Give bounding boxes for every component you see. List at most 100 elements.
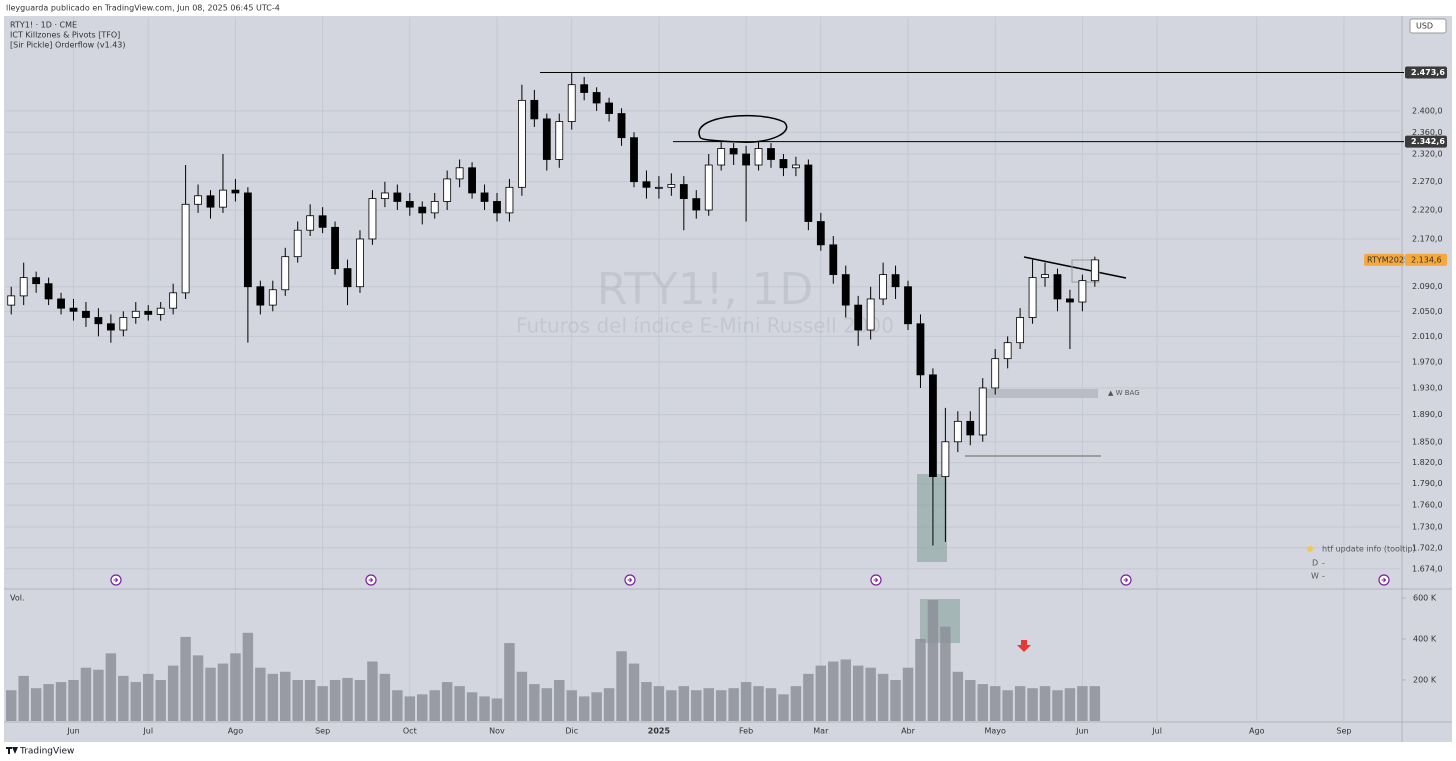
volume-bar <box>828 661 839 721</box>
volume-bar <box>566 690 577 721</box>
indicator: ICT Killzones & Pivots [TFO] <box>10 31 120 40</box>
candle-body <box>530 99 539 120</box>
volume-bar <box>815 665 827 721</box>
candle-body <box>866 298 875 331</box>
candle-body <box>156 307 165 315</box>
x-tick-label: Ago <box>1249 727 1265 736</box>
volume-bar <box>342 677 353 721</box>
candle-body <box>293 229 302 258</box>
x-tick-label: Sep <box>315 727 330 736</box>
footer[interactable]: TradingView <box>19 747 74 757</box>
volume-bar <box>441 682 453 721</box>
candle-body <box>505 186 514 214</box>
candle-body <box>879 274 888 300</box>
volume-bar <box>778 694 789 721</box>
level-label: 2.342,6 <box>1411 137 1445 146</box>
volume-bar <box>578 696 590 721</box>
volume-bar <box>691 690 702 721</box>
candle-body <box>405 201 414 208</box>
legend-key: D <box>1312 559 1318 568</box>
volume-bar <box>130 682 142 721</box>
volume-bar <box>118 675 129 721</box>
volume-bar <box>728 688 739 721</box>
candle-body <box>368 198 377 240</box>
candle-body <box>941 441 950 478</box>
candle-body <box>281 256 290 291</box>
x-tick-label: Mar <box>813 727 829 736</box>
volume-bar <box>1002 690 1013 721</box>
volume-bar <box>192 655 204 721</box>
candle-body <box>331 226 339 270</box>
candle-body <box>829 244 838 276</box>
candle-body <box>891 274 900 288</box>
volume-bar <box>554 679 565 721</box>
volume-bar <box>504 643 515 721</box>
y-tick-label: 1.760,0 <box>1412 501 1443 510</box>
session-icons <box>110 574 1390 586</box>
volume-bar <box>740 682 752 721</box>
legend-key: W <box>1311 572 1319 581</box>
candle-body <box>704 164 713 211</box>
w-bag-zone <box>985 389 1098 398</box>
volume-bar <box>890 679 901 721</box>
volume-bar <box>603 688 615 721</box>
candle-body <box>555 121 564 160</box>
candle-body <box>854 304 863 331</box>
candle-body <box>904 286 912 325</box>
volume-bar <box>255 667 266 721</box>
candle-body <box>119 317 128 331</box>
candle-body <box>430 201 439 214</box>
symbol-line: RTY1! · 1D · CME <box>10 21 77 30</box>
candle-body <box>779 159 788 169</box>
candle-body <box>106 323 115 331</box>
volume-bar <box>1039 686 1051 721</box>
volume-bar <box>865 667 876 721</box>
candle-body <box>642 181 651 188</box>
x-tick-label: Feb <box>739 727 753 736</box>
session-icon-arrow <box>627 577 633 583</box>
volume-bar <box>1089 686 1101 721</box>
volume-bar <box>429 690 440 721</box>
volume-bar <box>852 665 864 721</box>
volume-bar <box>30 688 42 721</box>
candle-body <box>1016 317 1025 344</box>
candle-body <box>754 148 763 166</box>
volume-bar <box>516 671 528 721</box>
candle-body <box>742 153 750 166</box>
volume-bar <box>379 673 391 721</box>
volume-bar <box>529 684 540 721</box>
candle-body <box>480 192 489 202</box>
volume-bar <box>927 599 939 721</box>
y-tick-label: 1.930,0 <box>1412 383 1443 392</box>
session-icon-arrow <box>1381 577 1387 583</box>
candle-body <box>816 221 825 246</box>
volume-bar <box>155 679 166 721</box>
currency-box[interactable] <box>1409 18 1447 34</box>
volume-bar <box>715 690 727 721</box>
session-icon-arrow <box>1123 577 1129 583</box>
candle-body <box>1041 274 1049 279</box>
x-tick-label: Jul <box>1151 727 1162 736</box>
candle-body <box>94 317 103 325</box>
candle-body <box>966 420 975 436</box>
volume-bar <box>93 669 104 721</box>
volume-bar <box>678 686 690 721</box>
volume-bar <box>1077 686 1088 721</box>
currency[interactable]: USD <box>1416 22 1433 31</box>
y-tick-label: 1.850,0 <box>1412 437 1443 446</box>
y-tick-label: 2.010,0 <box>1412 332 1443 341</box>
volume-bar <box>43 684 54 721</box>
volume-bar <box>143 673 154 721</box>
last-price-name-box <box>1364 253 1404 266</box>
volume-bar <box>367 661 378 721</box>
legend-title[interactable]: htf update info (tooltip) <box>1322 545 1416 554</box>
volume-bar <box>803 673 814 721</box>
y-tick-label: 1.970,0 <box>1412 357 1443 366</box>
candle-body <box>630 137 638 183</box>
volume-bar <box>989 686 1001 721</box>
grid <box>5 17 1400 721</box>
candle-body <box>804 164 813 222</box>
x-tick-label: Dic <box>565 727 578 736</box>
volume-bar <box>703 688 714 721</box>
